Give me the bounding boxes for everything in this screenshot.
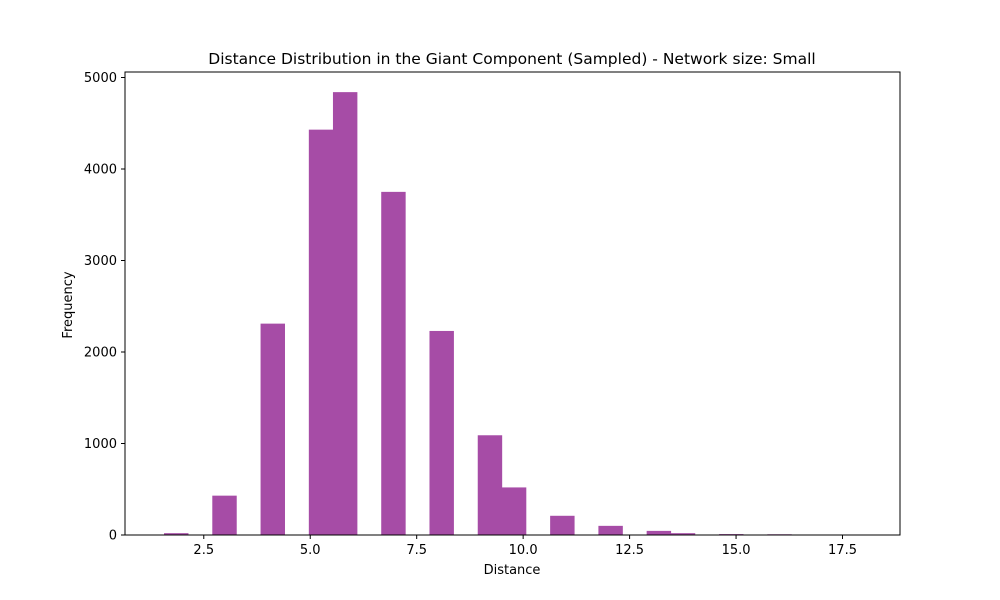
- y-tick-label: 5000: [84, 71, 117, 86]
- x-tick-label: 10.0: [509, 543, 538, 558]
- histogram-bar: [501, 487, 527, 535]
- x-tick-label: 7.5: [406, 543, 427, 558]
- histogram-bar: [429, 330, 454, 535]
- histogram-bar: [381, 191, 406, 535]
- y-tick-label: 4000: [84, 162, 117, 177]
- histogram-bar: [670, 533, 696, 535]
- x-tick-label: 17.5: [828, 543, 857, 558]
- y-tick-label: 0: [109, 529, 117, 544]
- x-tick-label: 12.5: [615, 543, 644, 558]
- histogram-bar: [598, 525, 623, 535]
- x-tick-label: 15.0: [722, 543, 751, 558]
- x-tick-label: 5.0: [300, 543, 321, 558]
- histogram-bar: [164, 533, 189, 535]
- histogram-bar: [260, 323, 285, 535]
- y-axis: 0 1000 2000 3000 4000 5000: [84, 71, 125, 544]
- histogram-bar: [646, 530, 672, 535]
- y-tick-label: 3000: [84, 254, 117, 269]
- histogram-bar: [477, 435, 503, 535]
- y-tick-label: 2000: [84, 345, 117, 360]
- x-tick-label: 2.5: [193, 543, 214, 558]
- histogram-bar: [308, 129, 334, 535]
- histogram-bar: [212, 495, 237, 535]
- x-axis: 2.5 5.0 7.5 10.0 12.5 15.0 17.5: [193, 535, 857, 558]
- x-axis-label: Distance: [484, 563, 541, 578]
- y-axis-label: Frequency: [61, 271, 76, 338]
- bars: [164, 92, 792, 535]
- histogram-bar: [332, 92, 358, 535]
- chart-title: Distance Distribution in the Giant Compo…: [208, 50, 815, 68]
- y-tick-label: 1000: [84, 437, 117, 452]
- plot-frame: [124, 71, 901, 536]
- histogram-bar: [550, 515, 575, 535]
